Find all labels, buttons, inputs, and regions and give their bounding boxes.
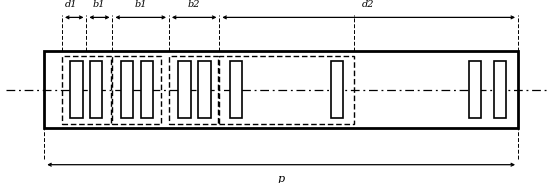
Bar <box>62 56 111 124</box>
Bar <box>494 61 506 118</box>
Bar <box>169 56 218 124</box>
Bar <box>141 61 153 118</box>
Bar <box>469 61 481 118</box>
Text: d2: d2 <box>362 0 375 9</box>
Bar <box>70 61 83 118</box>
Bar <box>112 56 161 124</box>
Text: b2: b2 <box>187 0 199 9</box>
Bar <box>178 61 191 118</box>
Text: p: p <box>278 174 285 183</box>
Bar <box>219 56 354 124</box>
Bar <box>198 61 211 118</box>
Bar <box>44 51 518 128</box>
Text: b1: b1 <box>93 0 105 9</box>
Bar <box>121 61 133 118</box>
Text: d1: d1 <box>65 0 77 9</box>
Bar <box>331 61 343 118</box>
Bar <box>90 61 102 118</box>
Bar <box>230 61 242 118</box>
Text: b1: b1 <box>135 0 147 9</box>
